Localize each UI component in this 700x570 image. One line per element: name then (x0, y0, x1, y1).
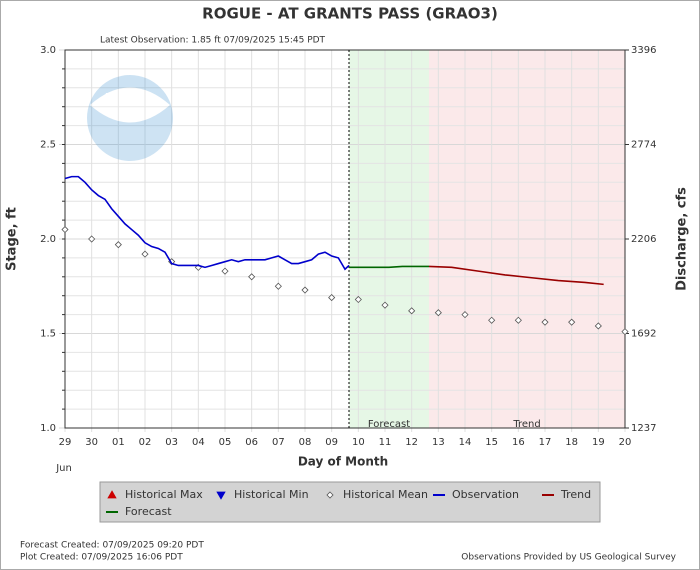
marker (274, 282, 282, 290)
plot-border (64, 49, 626, 429)
footer: Observations Provided by US Geological S… (461, 553, 676, 563)
x-tick-label: 09 (325, 437, 338, 448)
legend-label: Historical Mean (343, 488, 428, 501)
x-tick-label: 13 (432, 437, 445, 448)
x-tick-label: 17 (539, 437, 552, 448)
x-tick-label: 05 (219, 437, 232, 448)
y-tick-label: 2.0 (40, 234, 56, 245)
legend-swatch (107, 490, 117, 499)
x-tick-label: 06 (245, 437, 258, 448)
x-tick-label: 18 (565, 437, 578, 448)
subtitle: Latest Observation: 1.85 ft 07/09/2025 1… (100, 36, 326, 46)
legend-label: Historical Min (234, 488, 309, 501)
x-tick-label: 15 (485, 437, 498, 448)
marker (381, 301, 389, 309)
legend-swatch (326, 491, 334, 499)
legend-label: Trend (560, 488, 591, 501)
x-axis-label: Day of Month (298, 455, 388, 469)
period-label: Trend (512, 419, 540, 430)
x-tick-label: 19 (592, 437, 605, 448)
x-tick-label: 12 (405, 437, 418, 448)
y-tick-label: 1.0 (40, 423, 56, 434)
x-tick-label: 08 (299, 437, 312, 448)
chart-title: ROGUE - AT GRANTS PASS (GRAO3) (202, 5, 498, 23)
y2-tick-label: 2774 (631, 140, 656, 151)
y-tick-label: 2.5 (40, 140, 56, 151)
x-tick-label: 14 (459, 437, 472, 448)
legend-swatch (216, 491, 226, 500)
marker (621, 328, 629, 336)
marker (541, 318, 549, 326)
y2-tick-label: 1692 (631, 329, 656, 340)
x-tick-label: 02 (139, 437, 152, 448)
legend-label: Observation (452, 488, 519, 501)
period-label: Forecast (368, 419, 410, 430)
footer: Forecast Created: 07/09/2025 09:20 PDT (20, 541, 204, 551)
y2-tick-label: 1237 (631, 423, 656, 434)
marker (408, 307, 416, 315)
footer: Plot Created: 07/09/2025 16:06 PDT (20, 553, 183, 563)
svg-text:NOAA: NOAA (104, 90, 156, 109)
series-line (349, 265, 429, 269)
marker (488, 316, 496, 324)
legend-label: Historical Max (125, 488, 203, 501)
marker (594, 322, 602, 330)
x-tick-label: 11 (379, 437, 392, 448)
noaa-logo: NOAA (87, 75, 173, 161)
x-tick-label: 04 (192, 437, 205, 448)
y2-axis-label: Discharge, cfs (675, 187, 690, 291)
x-tick-label: 30 (85, 437, 98, 448)
series-line (64, 175, 350, 271)
marker (88, 235, 96, 243)
marker (221, 267, 229, 275)
marker (141, 250, 149, 258)
marker (461, 311, 469, 319)
x-tick-label: 16 (512, 437, 525, 448)
series-line (428, 265, 604, 286)
legend-label: Forecast (125, 505, 172, 518)
x-tick-label: 20 (619, 437, 632, 448)
month-label: Jun (55, 463, 72, 474)
marker (328, 294, 336, 302)
x-tick-label: 03 (165, 437, 178, 448)
marker (354, 295, 362, 304)
marker (434, 309, 442, 317)
marker (248, 273, 256, 281)
y2-tick-label: 3396 (631, 45, 656, 56)
x-tick-label: 07 (272, 437, 285, 448)
y-tick-label: 3.0 (40, 45, 56, 56)
marker (301, 286, 309, 294)
legend-box (99, 481, 601, 523)
marker (114, 241, 122, 249)
marker (514, 316, 522, 324)
marker (61, 225, 69, 234)
x-tick-label: 10 (352, 437, 365, 448)
x-tick-label: 29 (59, 437, 72, 448)
y-axis-label: Stage, ft (5, 207, 20, 271)
marker (568, 318, 576, 326)
y-tick-label: 1.5 (40, 329, 56, 340)
y2-tick-label: 2206 (631, 234, 656, 245)
x-tick-label: 01 (112, 437, 125, 448)
plot-layer (59, 49, 626, 432)
